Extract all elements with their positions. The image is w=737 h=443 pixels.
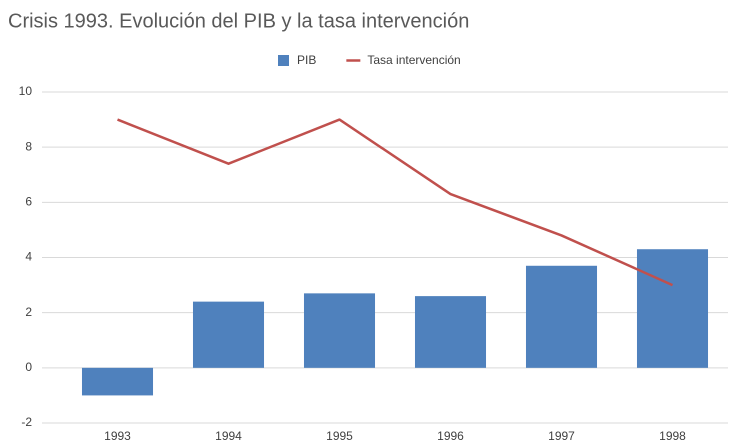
bar: [192, 301, 265, 368]
x-tick-label: 1993: [104, 429, 131, 443]
x-tick-label: 1997: [548, 429, 575, 443]
bar: [414, 296, 487, 368]
y-tick-label: 6: [25, 195, 32, 209]
bar: [525, 265, 598, 368]
y-tick-label: 10: [19, 84, 33, 98]
y-tick-label: 0: [25, 360, 32, 374]
bar: [81, 367, 154, 396]
y-tick-label: -2: [21, 415, 32, 429]
y-tick-label: 8: [25, 139, 32, 153]
legend-swatch: [278, 55, 289, 66]
y-tick-label: 4: [25, 250, 32, 264]
y-tick-label: 2: [25, 305, 32, 319]
line: [117, 118, 674, 287]
x-tick-label: 1994: [215, 429, 242, 443]
bar: [636, 249, 709, 368]
chart-title: Crisis 1993. Evolución del PIB y la tasa…: [8, 10, 469, 32]
x-tick-label: 1995: [326, 429, 353, 443]
legend-label: Tasa intervención: [367, 53, 460, 67]
x-tick-label: 1998: [659, 429, 686, 443]
x-tick-label: 1996: [437, 429, 464, 443]
legend-label: PIB: [297, 53, 316, 67]
bar: [303, 293, 376, 368]
